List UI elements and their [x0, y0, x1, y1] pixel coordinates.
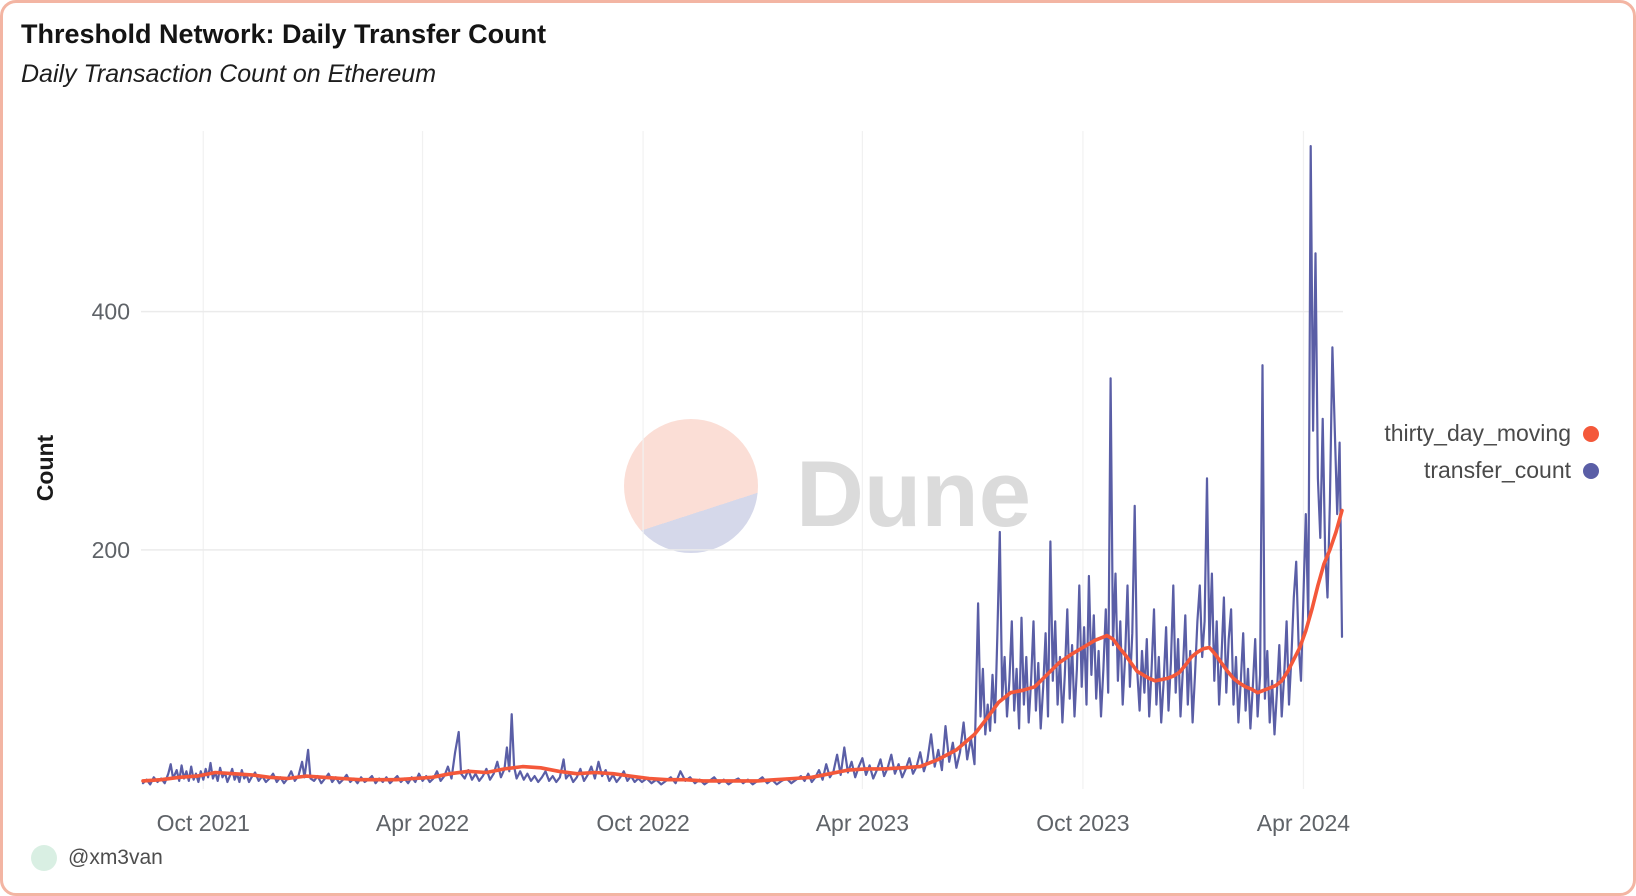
- x-tick-label: Oct 2023: [1036, 810, 1129, 836]
- avatar: [31, 845, 57, 871]
- author-handle: @xm3van: [68, 846, 163, 869]
- x-tick-label: Apr 2023: [816, 810, 909, 836]
- series-thirty_day_moving: [141, 508, 1344, 783]
- x-tick-label: Oct 2022: [596, 810, 689, 836]
- legend-swatch-orange-icon: [1583, 425, 1599, 442]
- legend-label-transfer-count: transfer_count: [1423, 457, 1571, 483]
- legend-item-transfer-count[interactable]: transfer_count: [1424, 452, 1599, 489]
- attribution[interactable]: @xm3van: [31, 845, 163, 871]
- chart-header: Threshold Network: Daily Transfer Count …: [21, 19, 546, 89]
- y-axis-label: Count: [32, 434, 58, 501]
- x-tick-label: Oct 2021: [157, 810, 250, 836]
- legend-swatch-indigo-icon: [1583, 462, 1599, 479]
- y-tick-label: 200: [92, 537, 130, 563]
- chart-title: Threshold Network: Daily Transfer Count: [21, 19, 547, 49]
- x-tick-label: Apr 2024: [1257, 810, 1351, 836]
- series-transfer_count: [141, 145, 1344, 786]
- chart-subtitle: Daily Transaction Count on Ethereum: [21, 60, 437, 88]
- chart-legend: thirty_day_moving transfer_count: [1384, 415, 1599, 489]
- legend-label-thirty-day-moving: thirty_day_moving: [1384, 420, 1571, 446]
- x-tick-label: Apr 2022: [376, 810, 469, 836]
- legend-item-thirty-day-moving[interactable]: thirty_day_moving: [1384, 415, 1599, 452]
- y-tick-label: 400: [92, 299, 130, 325]
